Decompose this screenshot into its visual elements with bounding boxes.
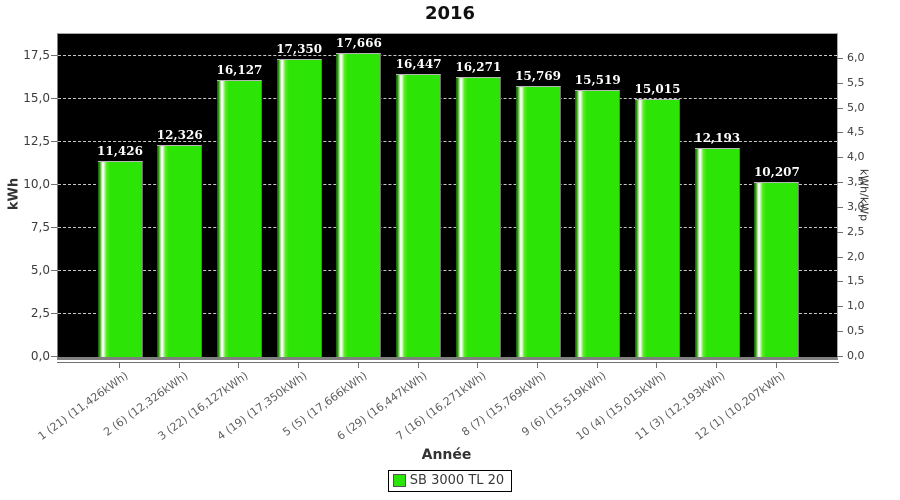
y-tick-label: 15,0: [23, 91, 50, 106]
x-tick-mark: [596, 363, 598, 368]
right-tick-mark: [837, 82, 843, 84]
right-tick-mark: [837, 231, 843, 233]
left-tick-mark: [51, 141, 57, 143]
bar-month-7: [455, 77, 501, 357]
right-tick-mark: [837, 107, 843, 109]
x-tick-mark: [656, 363, 658, 368]
legend-label: SB 3000 TL 20: [409, 473, 505, 488]
gridline: [58, 270, 837, 272]
y2-tick-label: 2,0: [847, 249, 865, 263]
gridline: [58, 227, 837, 229]
right-tick-mark: [837, 182, 843, 184]
y-tick-label: 7,5: [30, 220, 50, 235]
legend: SB 3000 TL 20: [0, 470, 900, 492]
gridline: [58, 184, 837, 186]
x-tick-mark: [357, 363, 359, 368]
gridline: [58, 141, 837, 143]
y2-tick-label: 2,5: [847, 224, 865, 238]
y-tick-label: 10,0: [23, 177, 50, 192]
bar-value-label: 12,326: [156, 128, 203, 143]
bar-month-9: [575, 90, 621, 357]
y2-tick-label: 1,5: [847, 274, 865, 288]
bar-month-6: [396, 74, 442, 357]
left-tick-mark: [51, 55, 57, 57]
y2-tick-label: 4,0: [847, 150, 865, 164]
left-tick-mark: [51, 98, 57, 100]
bar-value-label: 12,193: [694, 130, 741, 145]
x-axis-line: [57, 362, 839, 363]
y-tick-label: 0,0: [30, 349, 50, 363]
y2-tick-label: 5,5: [847, 75, 865, 89]
y-tick-label: 5,0: [30, 263, 50, 278]
right-tick-mark: [837, 281, 843, 283]
y2-tick-label: 6,0: [847, 50, 865, 64]
bar-value-label: 16,127: [216, 62, 263, 77]
right-tick-mark: [837, 331, 843, 333]
bar-month-2: [157, 145, 203, 357]
bar-month-10: [634, 99, 680, 357]
bar-value-label: 15,519: [574, 73, 621, 88]
x-tick-mark: [477, 363, 479, 368]
bar-month-11: [694, 147, 740, 357]
chart-title: 2016: [424, 3, 476, 24]
y-tick-label: 12,5: [23, 134, 50, 149]
x-tick-mark: [238, 363, 240, 368]
x-axis-title: Année: [421, 447, 472, 463]
bar-month-1: [97, 160, 143, 357]
legend-box: SB 3000 TL 20: [387, 470, 513, 492]
y2-tick-label: 5,0: [847, 100, 865, 114]
right-tick-mark: [837, 157, 843, 159]
x-tick-mark: [417, 363, 419, 368]
x-tick-mark: [178, 363, 180, 368]
left-tick-mark: [51, 270, 57, 272]
gridline: [58, 98, 837, 100]
left-tick-mark: [51, 356, 57, 357]
bar-value-label: 15,769: [515, 69, 561, 84]
y2-tick-label: 1,0: [847, 299, 865, 313]
gridline: [58, 313, 837, 315]
right-tick-mark: [837, 306, 843, 308]
right-tick-mark: [837, 132, 843, 134]
left-tick-mark: [51, 184, 57, 186]
bar-month-3: [216, 79, 262, 357]
bar-value-label: 16,447: [395, 57, 442, 72]
bar-month-12: [754, 181, 800, 357]
x-tick-mark: [119, 363, 120, 368]
y-tick-label: 2,5: [30, 306, 50, 321]
y2-tick-label: 4,5: [847, 125, 865, 139]
y2-tick-label: 0,5: [847, 324, 865, 338]
x-tick-mark: [775, 363, 777, 368]
y2-tick-label: 0,0: [847, 349, 865, 362]
bar-value-label: 11,426: [97, 143, 143, 158]
right-tick-mark: [837, 356, 843, 357]
right-tick-mark: [837, 57, 843, 59]
bar-value-label: 17,666: [335, 36, 382, 51]
right-tick-mark: [837, 256, 843, 258]
bar-value-label: 17,350: [276, 41, 323, 56]
left-tick-mark: [51, 227, 57, 229]
bar-month-4: [276, 58, 322, 357]
bar-value-label: 15,015: [634, 82, 681, 97]
x-tick-mark: [298, 363, 300, 368]
x-tick-mark: [716, 363, 718, 368]
right-tick-mark: [837, 206, 843, 208]
gridline: [58, 55, 837, 57]
x-tick-mark: [537, 363, 539, 368]
y2-tick-label: 3,0: [847, 199, 865, 213]
y2-tick-label: 3,5: [847, 175, 865, 189]
bar-value-label: 16,271: [455, 60, 502, 75]
legend-swatch-icon: [392, 474, 406, 487]
bar-month-8: [515, 86, 561, 357]
left-tick-mark: [51, 313, 57, 315]
plot-area: 11,426 12,326 16,127 17,350 17,666 16,447 16,2…: [57, 33, 838, 360]
bar-value-label: 10,207: [753, 164, 800, 179]
y-tick-label: 17,5: [23, 48, 50, 63]
bar-month-5: [336, 53, 382, 357]
